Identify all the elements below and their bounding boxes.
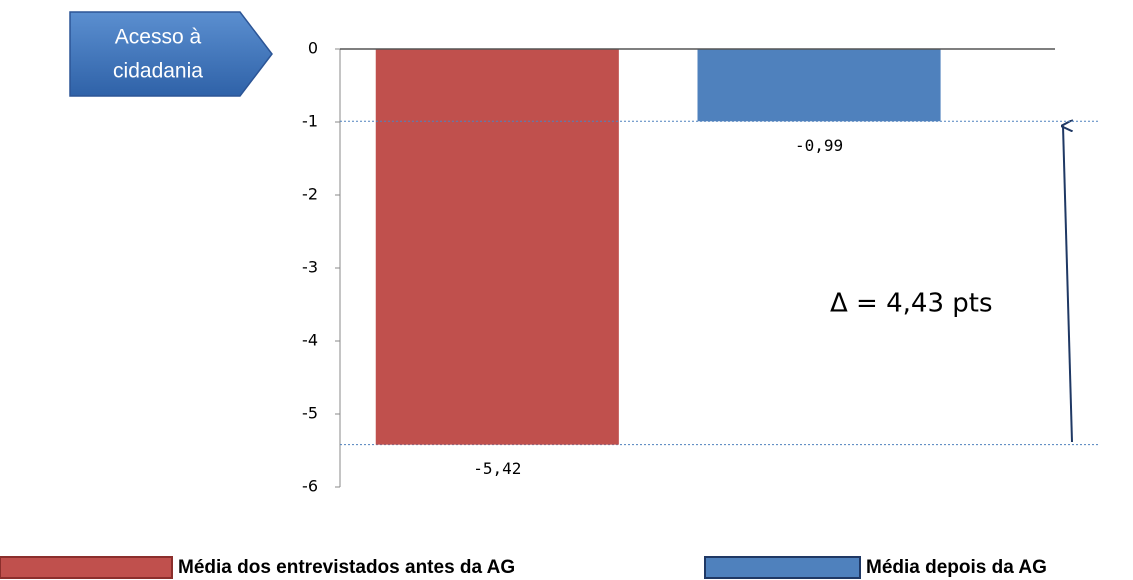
callout-text: Acesso à (115, 26, 202, 49)
legend-swatch (0, 556, 173, 579)
y-tick-label: -3 (302, 258, 318, 277)
annotation: Δ = 4,43 pts (830, 289, 993, 319)
callout-text: cidadania (113, 60, 203, 83)
delta-arrow (1063, 126, 1072, 443)
legend-label: Média depois da AG (866, 557, 1047, 578)
y-tick-label: -2 (302, 185, 318, 204)
bar (375, 49, 619, 445)
legend-label: Média dos entrevistados antes da AG (178, 557, 515, 578)
value-label: -5,42 (473, 459, 521, 478)
value-label: -0,99 (795, 136, 843, 155)
y-tick-label: -1 (302, 112, 318, 131)
legend-swatch (704, 556, 861, 579)
y-tick-label: -5 (302, 404, 318, 423)
y-tick-label: -4 (302, 331, 318, 350)
bar (697, 49, 941, 122)
callout-shape (69, 11, 273, 97)
y-tick-label: -6 (302, 477, 318, 496)
y-tick-label: 0 (308, 39, 318, 58)
